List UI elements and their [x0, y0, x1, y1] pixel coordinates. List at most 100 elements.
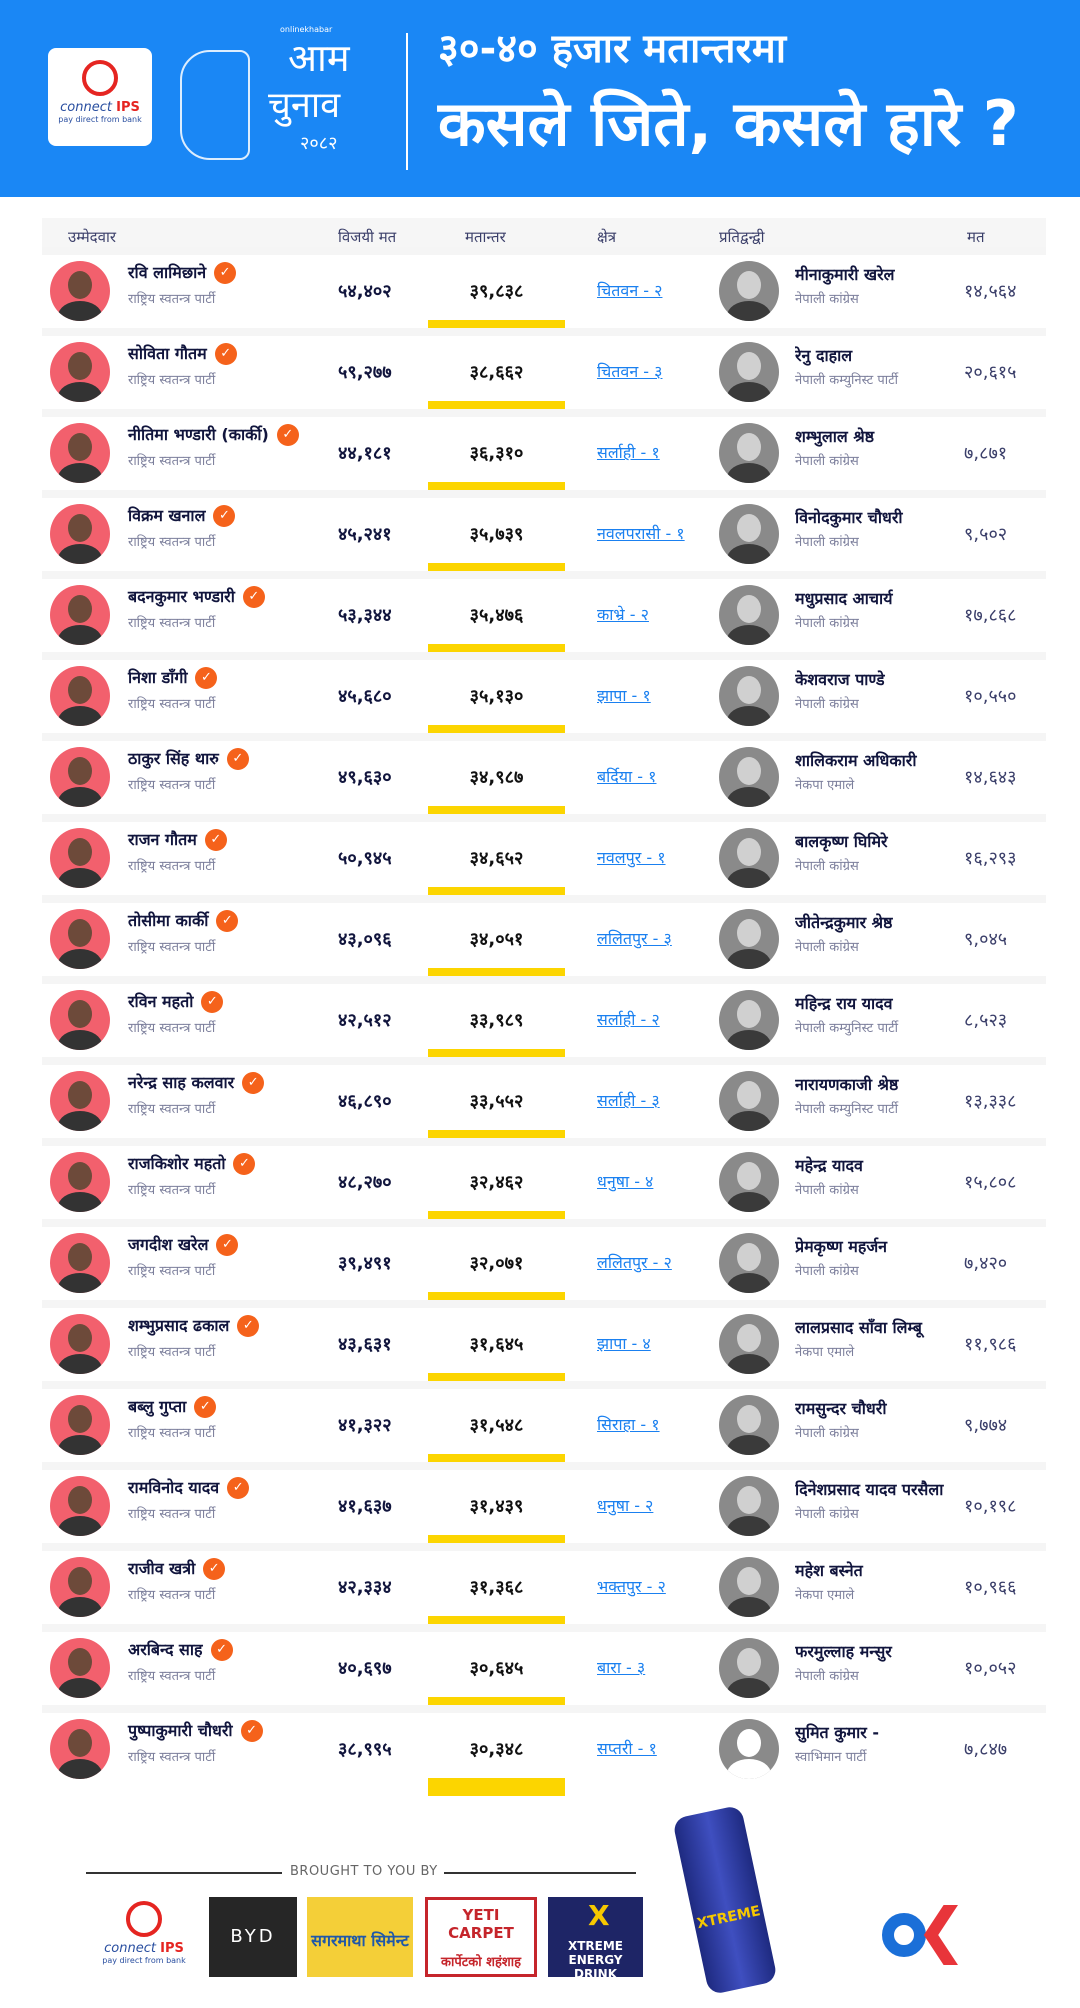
candidate-avatar — [50, 1476, 110, 1536]
winner-votes: ४१,६३७ — [338, 1496, 392, 1517]
candidate-name: विक्रम खनाल — [128, 506, 206, 525]
candidate-name: ठाकुर सिंह थारु — [128, 749, 219, 768]
page-subtitle: ३०-४० हजार मतान्तरमा — [438, 26, 787, 72]
candidate-name: जगदीश खरेल — [128, 1235, 209, 1254]
vote-margin: ३६,३१० — [469, 443, 524, 464]
energy-drink-can-image: XTREME — [672, 1804, 778, 1996]
vote-margin: ३३,५५२ — [469, 1091, 524, 1112]
opponent-votes: ७,८४७ — [964, 1739, 1008, 1760]
constituency-link[interactable]: ललितपुर - २ — [597, 1253, 672, 1272]
constituency-link[interactable]: सर्लाही - २ — [597, 1010, 660, 1029]
candidate-name-wrap: जगदीश खरेल ✓ — [128, 1233, 239, 1257]
election-logo: onlinekhabar आम चुनाव २०८२ — [180, 25, 380, 176]
opponent-avatar — [719, 828, 779, 888]
brought-by-label: BROUGHT TO YOU BY — [290, 1864, 438, 1879]
candidate-name-wrap: नीतिमा भण्डारी (कार्की) ✓ — [128, 423, 299, 447]
opponent-party: नेपाली कांग्रेस — [795, 1426, 859, 1441]
opponent-party: नेपाली कम्युनिस्ट पार्टी — [795, 1021, 899, 1036]
opponent-name: फरमुल्लाह मन्सुर — [795, 1642, 892, 1661]
opponent-party: नेपाली कांग्रेस — [795, 1183, 859, 1198]
candidate-avatar — [50, 666, 110, 726]
constituency-link[interactable]: नवलपरासी - १ — [597, 524, 685, 543]
candidate-party: राष्ट्रिय स्वतन्त्र पार्टी — [128, 373, 216, 388]
verified-check-icon: ✓ — [276, 424, 299, 446]
constituency-link[interactable]: ललितपुर - ३ — [597, 929, 672, 948]
constituency-link[interactable]: सिराहा - १ — [597, 1415, 660, 1434]
constituency-link[interactable]: सर्लाही - १ — [597, 443, 660, 462]
winner-votes: ४०,६९७ — [338, 1658, 392, 1679]
vote-margin: ३५,१३० — [469, 686, 524, 707]
opponent-avatar — [719, 909, 779, 969]
constituency-link[interactable]: धनुषा - ४ — [597, 1172, 654, 1191]
table-row: बब्लु गुप्ता ✓ राष्ट्रिय स्वतन्त्र पार्टी… — [42, 1381, 1046, 1455]
table-row: रामविनोद यादव ✓ राष्ट्रिय स्वतन्त्र पार्ट… — [42, 1462, 1046, 1536]
candidate-name: बदनकुमार भण्डारी — [128, 587, 235, 606]
vote-margin: ३४,९८७ — [469, 767, 524, 788]
candidate-name: शम्भुप्रसाद ढकाल — [128, 1316, 230, 1335]
candidate-avatar — [50, 504, 110, 564]
vote-margin: ३८,६६२ — [469, 362, 524, 383]
constituency-link[interactable]: धनुषा - २ — [597, 1496, 654, 1515]
verified-check-icon: ✓ — [210, 1639, 233, 1661]
constituency-link[interactable]: काभ्रे - २ — [597, 605, 649, 624]
candidate-name-wrap: राजन गौतम ✓ — [128, 828, 227, 852]
opponent-votes: ९,०४५ — [964, 929, 1008, 950]
col-opponent: प्रतिद्वन्द्वी — [719, 228, 765, 246]
col-constituency: क्षेत्र — [597, 228, 617, 246]
constituency-link[interactable]: नवलपुर - १ — [597, 848, 666, 867]
candidate-avatar — [50, 1152, 110, 1212]
constituency-link[interactable]: झापा - ४ — [597, 1334, 651, 1353]
sponsor-yeti-logo: YETI CARPET कार्पेटको शहंशाह — [425, 1897, 537, 1977]
constituency-link[interactable]: सर्लाही - ३ — [597, 1091, 660, 1110]
candidate-party: राष्ट्रिय स्वतन्त्र पार्टी — [128, 859, 216, 874]
candidate-avatar — [50, 990, 110, 1050]
candidate-party: राष्ट्रिय स्वतन्त्र पार्टी — [128, 1507, 216, 1522]
opponent-name: रामसुन्दर चौधरी — [795, 1399, 887, 1418]
opponent-votes: १०,९६६ — [964, 1577, 1017, 1598]
candidate-name: नरेन्द्र साह कलवार — [128, 1073, 235, 1092]
opponent-name: जीतेन्द्रकुमार श्रेष्ठ — [795, 913, 893, 932]
table-row: राजन गौतम ✓ राष्ट्रिय स्वतन्त्र पार्टी ५०… — [42, 814, 1046, 888]
winner-votes: ५३,३४४ — [338, 605, 392, 626]
constituency-link[interactable]: भक्तपुर - २ — [597, 1577, 666, 1596]
vote-margin: ३४,०५१ — [469, 929, 524, 950]
opponent-name: महेन्द्र यादव — [795, 1156, 863, 1175]
opponent-name: नारायणकाजी श्रेष्ठ — [795, 1075, 899, 1094]
opponent-name: शालिकराम अधिकारी — [795, 751, 917, 770]
opponent-party: नेपाली कांग्रेस — [795, 616, 859, 631]
col-winner-votes: विजयी मत — [338, 228, 397, 246]
constituency-link[interactable]: चितवन - ३ — [597, 362, 663, 381]
candidate-name-wrap: पुष्पाकुमारी चौधरी ✓ — [128, 1719, 263, 1743]
opponent-name: प्रेमकृष्ण महर्जन — [795, 1237, 888, 1256]
verified-check-icon: ✓ — [237, 1315, 260, 1337]
winner-votes: ४९,६३० — [338, 767, 392, 788]
candidate-party: राष्ट्रिय स्वतन्त्र पार्टी — [128, 1264, 216, 1279]
opponent-votes: ७,८७१ — [964, 443, 1008, 464]
constituency-link[interactable]: बारा - ३ — [597, 1658, 646, 1677]
candidate-name: अरबिन्द साह — [128, 1640, 203, 1659]
candidate-name-wrap: राजकिशोर महतो ✓ — [128, 1152, 256, 1176]
verified-check-icon: ✓ — [213, 505, 236, 527]
opponent-votes: ८,५२३ — [964, 1010, 1008, 1031]
candidate-name-wrap: ठाकुर सिंह थारु ✓ — [128, 747, 249, 771]
onlinekhabar-logo — [882, 1905, 962, 1965]
opponent-party: नेपाली कांग्रेस — [795, 1264, 859, 1279]
sponsor-xtreme-logo: X XTREME ENERGY DRINK — [548, 1897, 643, 1981]
constituency-link[interactable]: झापा - १ — [597, 686, 651, 705]
constituency-link[interactable]: बर्दिया - १ — [597, 767, 657, 786]
verified-check-icon: ✓ — [216, 1234, 239, 1256]
candidate-name-wrap: शम्भुप्रसाद ढकाल ✓ — [128, 1314, 260, 1338]
candidate-party: राष्ट्रिय स्वतन्त्र पार्टी — [128, 1021, 216, 1036]
candidate-name-wrap: सोविता गौतम ✓ — [128, 342, 237, 366]
opponent-avatar — [719, 261, 779, 321]
constituency-link[interactable]: चितवन - २ — [597, 281, 663, 300]
opponent-avatar — [719, 585, 779, 645]
connectips-logo: connect IPS pay direct from bank — [48, 48, 152, 146]
sponsor-sagarmatha-logo: सगरमाथा सिमेन्ट — [307, 1897, 413, 1977]
connectips-icon — [82, 60, 118, 96]
constituency-link[interactable]: सप्तरी - १ — [597, 1739, 657, 1758]
verified-check-icon: ✓ — [214, 262, 237, 284]
candidate-name-wrap: रवि लामिछाने ✓ — [128, 261, 237, 285]
verified-check-icon: ✓ — [195, 667, 218, 689]
col-votes: मत — [967, 228, 985, 246]
